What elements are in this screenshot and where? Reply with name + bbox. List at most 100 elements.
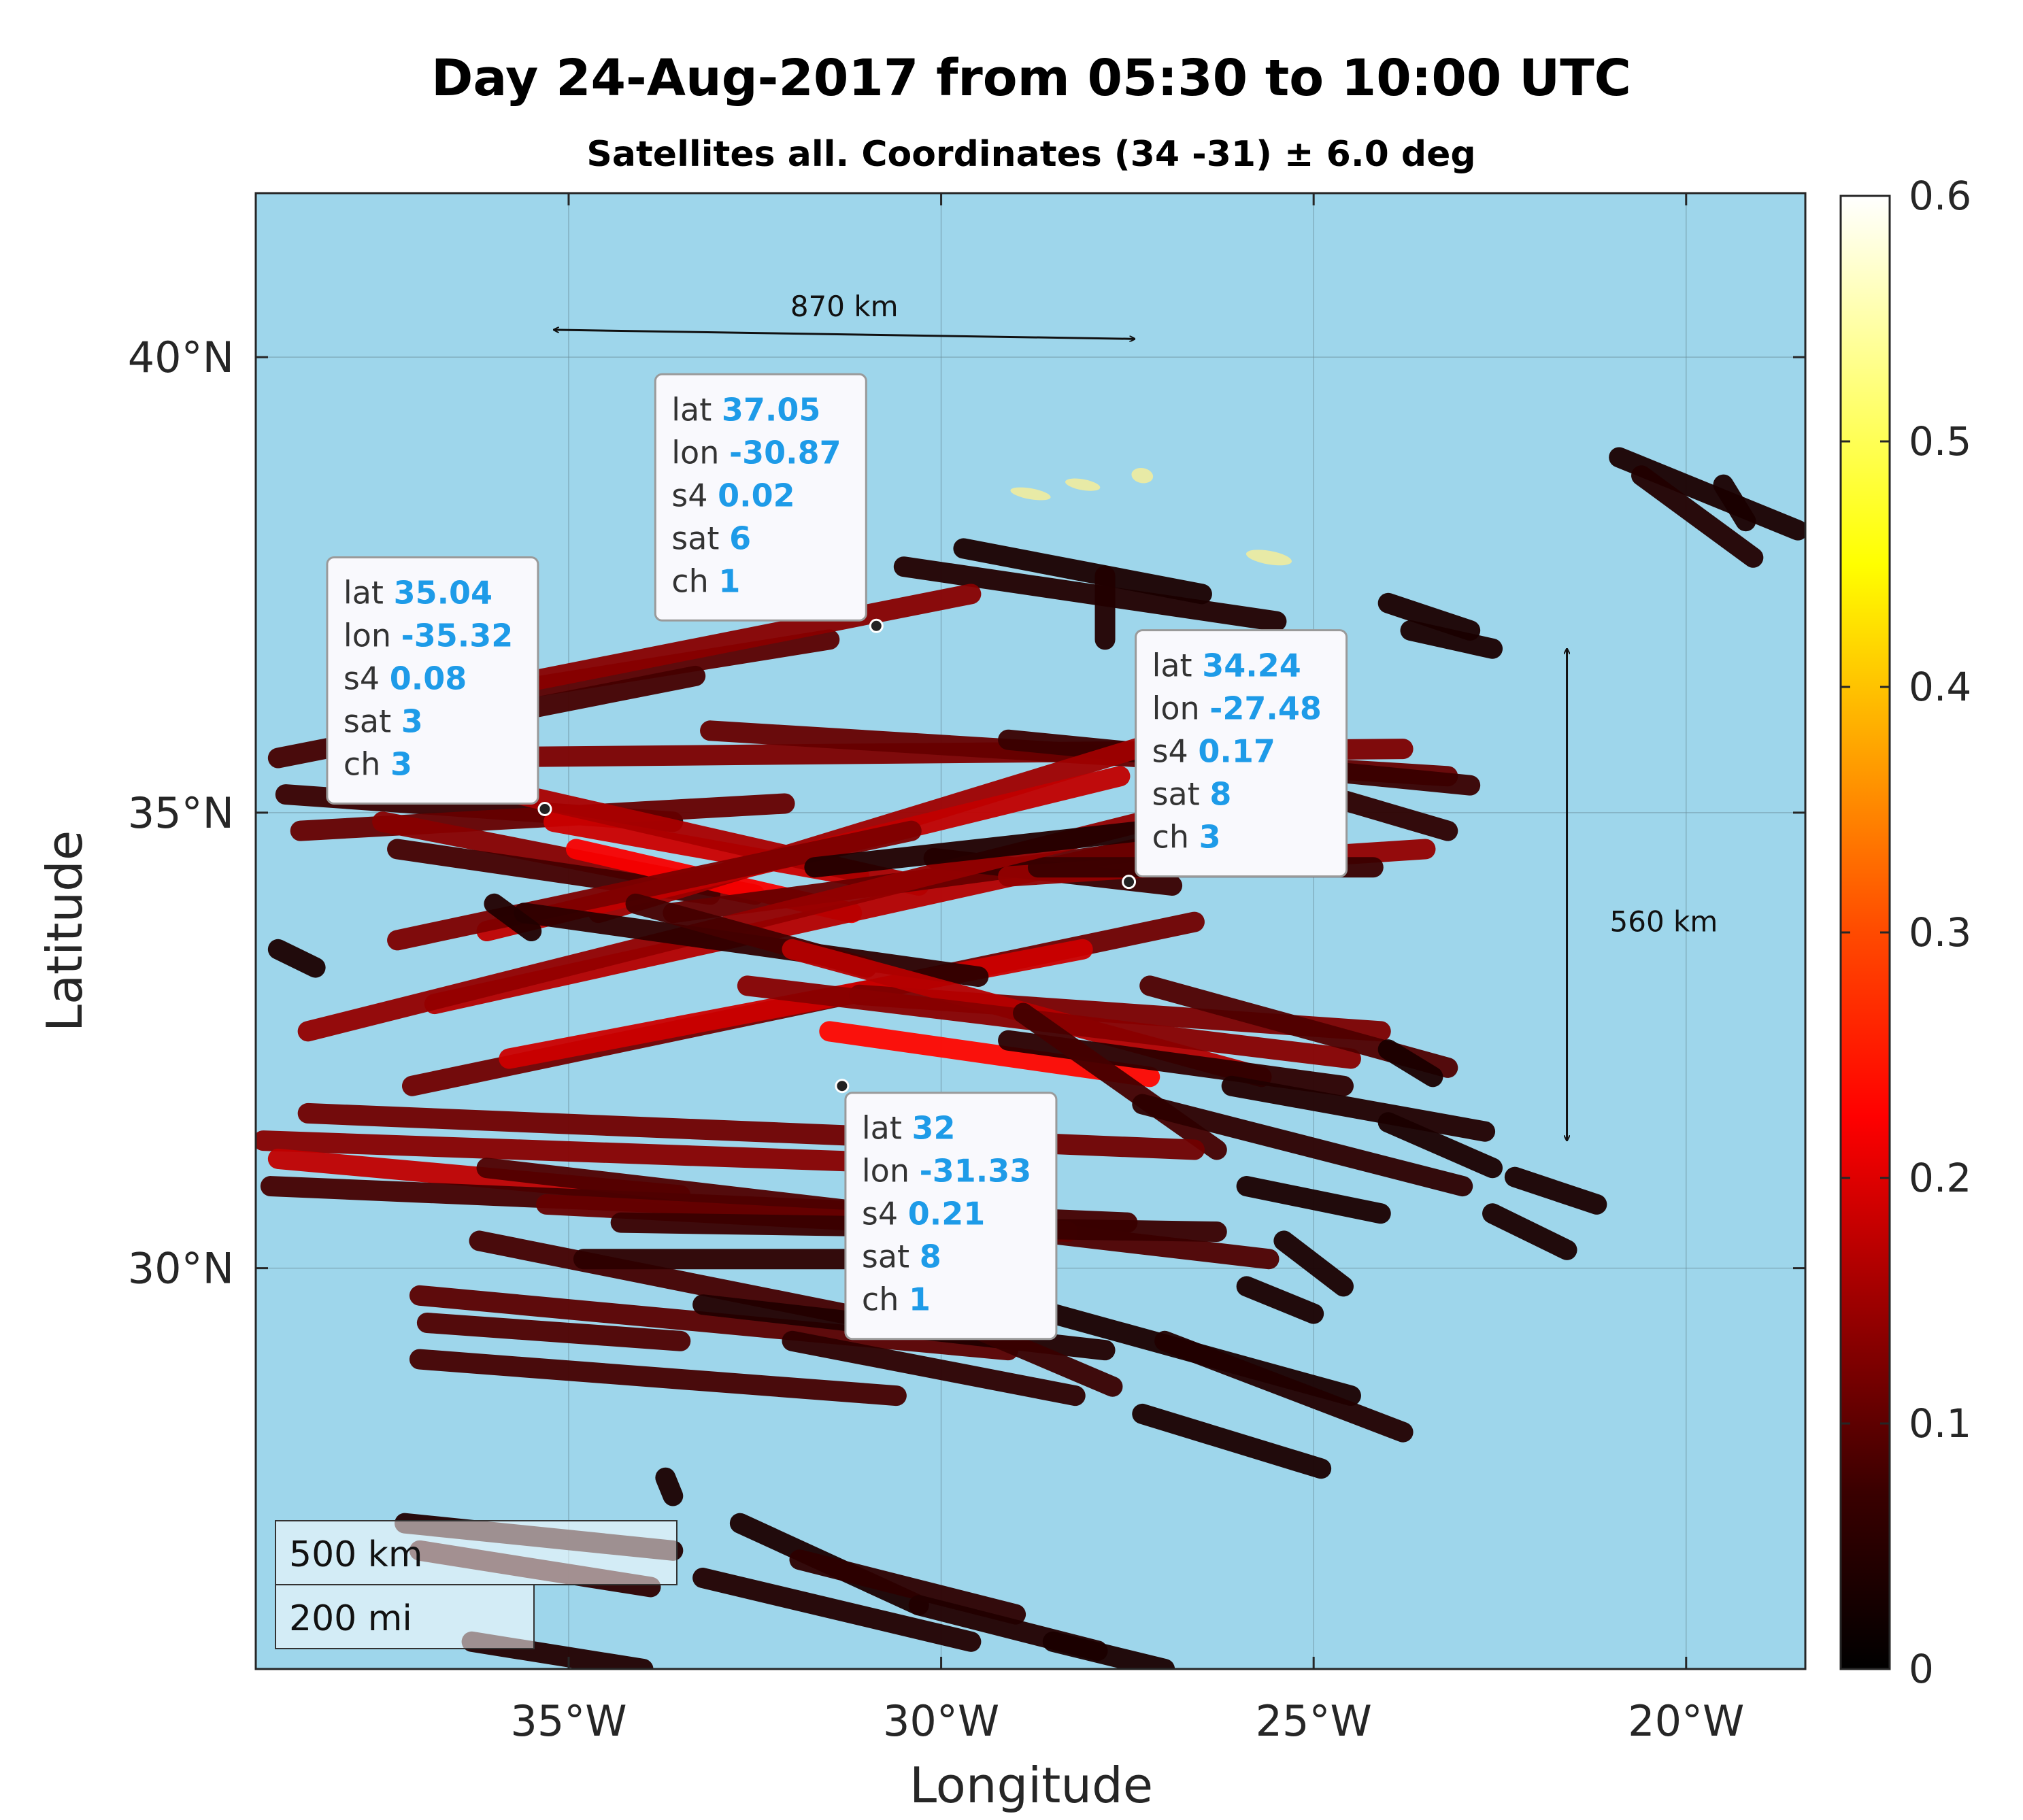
datatip-row: sat 8: [1152, 776, 1232, 813]
datatip-key: sat: [671, 520, 729, 556]
datatip-row: sat 3: [344, 703, 423, 740]
satellite-track: [267, 939, 326, 978]
datatip-value: -30.87: [729, 434, 841, 471]
datatip-key: ch: [862, 1281, 909, 1318]
datatip-box: [326, 556, 539, 805]
distance-arrow: [554, 330, 1135, 339]
high-s4-patch: [1065, 478, 1101, 491]
axes-frame: [254, 192, 1807, 1670]
datatip-box: [844, 1092, 1058, 1341]
satellite-track: [1221, 1075, 1496, 1142]
datatip-row: ch 1: [671, 562, 740, 599]
satellite-track: [1631, 465, 1764, 568]
satellite-track: [1132, 1403, 1332, 1479]
datatip-key: lon: [671, 434, 729, 471]
datatip[interactable]: lat 32 lon -31.33 s4 0.21 sat 8 ch 1: [835, 1079, 1058, 1341]
satellite-track: [655, 1467, 684, 1506]
scale-bar-km-label: 500 km: [289, 1534, 423, 1575]
datatip-key: lat: [671, 391, 722, 428]
datatip-key: lon: [1152, 690, 1210, 727]
high-s4-patch: [1010, 487, 1051, 501]
y-tick-label: 40°N: [128, 333, 234, 382]
grid-lines: [256, 193, 1805, 1669]
datatip-row: s4 0.17: [1152, 733, 1275, 770]
datatip-value: 8: [1209, 776, 1231, 813]
satellite-track: [387, 820, 922, 951]
datatip-key: ch: [344, 746, 390, 783]
datatip-value: 32: [912, 1110, 956, 1147]
datatip-key: ch: [1152, 819, 1199, 856]
satellite-track: [469, 1230, 855, 1324]
satellite-track: [1377, 1112, 1503, 1179]
satellite-track: [1400, 620, 1503, 659]
datatip-key: sat: [344, 703, 401, 740]
datatip-box: [1135, 629, 1348, 878]
y-axis-label: Latitude: [36, 830, 93, 1032]
datatip[interactable]: lat 34.24 lon -27.48 s4 0.17 sat 8 ch 3: [1122, 629, 1348, 890]
high-s4-patches: [1010, 468, 1292, 566]
high-s4-patch: [1245, 550, 1292, 566]
datatip-row: lat 34.24: [1152, 647, 1301, 684]
datatip-key: lat: [344, 575, 394, 611]
datatip-key: s4: [671, 477, 718, 513]
datatip-marker[interactable]: [1122, 875, 1137, 890]
satellite-track: [692, 1568, 982, 1652]
datatip-value: 1: [718, 562, 740, 599]
datatip-value: 8: [920, 1238, 941, 1275]
x-tick-label: 25°W: [1256, 1696, 1372, 1746]
datatip-key: sat: [1152, 776, 1210, 813]
datatip-row: lon -27.48: [1152, 690, 1322, 727]
x-tick-label: 30°W: [883, 1696, 999, 1746]
datatip-row: lon -31.33: [862, 1153, 1031, 1190]
datatip-key: s4: [862, 1196, 908, 1232]
colorbar-tick-label: 0: [1909, 1646, 1934, 1692]
satellite-track: [1504, 1166, 1607, 1215]
satellite-track: [789, 1549, 1026, 1625]
satellite-track: [953, 538, 1212, 605]
datatip-row: lat 35.04: [344, 575, 492, 611]
scale-bar-km-box: [275, 1520, 678, 1585]
colorbar-tick-label: 0.3: [1909, 909, 1971, 956]
colorbar-tick-label: 0.4: [1909, 664, 1971, 710]
scale-bar: 500 km 200 mi: [275, 1520, 678, 1649]
datatip-row: lat 32: [862, 1110, 956, 1147]
datatip-key: s4: [1152, 733, 1199, 770]
datatip-value: 0.08: [390, 660, 467, 697]
y-tick-label: 30°N: [128, 1244, 234, 1294]
datatip-value: 3: [390, 746, 412, 783]
satellite-track: [1132, 1094, 1473, 1197]
colorbar-tick-label: 0.2: [1909, 1155, 1971, 1201]
datatip-row: ch 1: [862, 1281, 931, 1318]
satellite-track: [454, 584, 982, 705]
datatip[interactable]: lat 37.05 lon -30.87 s4 0.02 sat 6 ch 1: [654, 373, 884, 633]
colorbar-tick-label: 0.1: [1909, 1400, 1971, 1447]
axis-ticks: 35°W 30°W 25°W 20°W 30°N 35°N 40°N: [128, 193, 1805, 1746]
scale-bar-mi-box: [275, 1584, 535, 1649]
datatip-marker[interactable]: [537, 802, 552, 817]
satellite-track: [1013, 1002, 1227, 1160]
datatip-key: sat: [862, 1238, 920, 1275]
high-s4-patch: [1131, 468, 1154, 484]
datatip-row: lat 37.05: [671, 391, 820, 428]
scale-bar-mi-label: 200 mi: [289, 1598, 412, 1639]
colorbar-tick-label: 0.6: [1909, 173, 1971, 219]
distance-annotations: 870 km 560 km: [554, 290, 1718, 1141]
datatip-value: -35.32: [401, 618, 514, 654]
datatip-value: -27.48: [1209, 690, 1322, 727]
satellite-track: [1713, 474, 1756, 532]
satellite-track: [1154, 1330, 1414, 1443]
satellite-track: [1042, 1631, 1175, 1669]
datatip-value: 1: [909, 1281, 931, 1318]
datatip-row: ch 3: [344, 746, 412, 783]
datatip-marker[interactable]: [869, 618, 884, 633]
satellite-track: [409, 1349, 907, 1406]
datatip-key: s4: [344, 660, 390, 697]
colorbar-ticks: 0 0.1 0.2 0.3 0.4 0.5 0.6: [1841, 173, 1971, 1692]
datatip-row: sat 6: [671, 520, 751, 556]
satellite-track: [409, 1285, 1019, 1361]
datatip-row: lon -35.32: [344, 618, 513, 654]
colorbar-tick-label: 0.5: [1909, 418, 1971, 465]
datatip-marker[interactable]: [835, 1079, 850, 1094]
